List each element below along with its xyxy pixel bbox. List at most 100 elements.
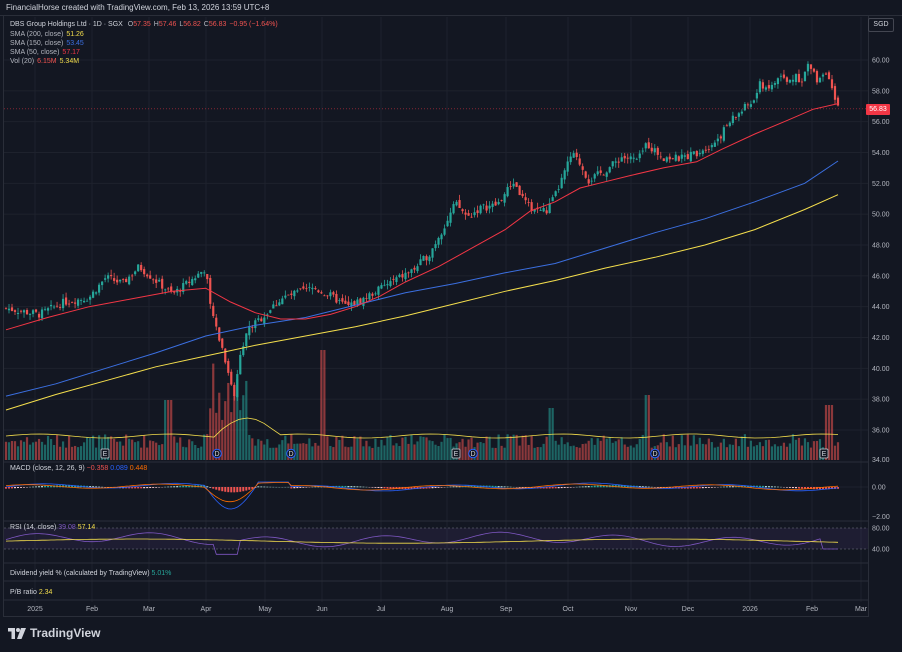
volume-bar xyxy=(503,447,506,460)
price-tick-label: 42.00 xyxy=(872,335,890,342)
volume-bar xyxy=(680,435,683,460)
pb-legend[interactable]: P/B ratio 2.34 xyxy=(10,589,52,596)
candle-body xyxy=(617,161,620,163)
time-tick-label: Sep xyxy=(500,606,513,613)
candle-body xyxy=(107,275,110,279)
legend-vol[interactable]: Vol (20) 6.15M 5.34M xyxy=(10,57,79,66)
legend-sma50[interactable]: SMA (50, close) 57.17 xyxy=(10,48,80,57)
volume-bar xyxy=(512,434,515,460)
volume-bar xyxy=(332,447,335,460)
volume-bar xyxy=(791,434,795,460)
macd-histogram-bar xyxy=(710,487,713,488)
candle-body xyxy=(73,302,77,304)
tradingview-logo[interactable]: TradingView xyxy=(8,626,100,640)
volume-bar xyxy=(7,442,11,460)
macd-histogram-bar xyxy=(158,487,161,488)
dividend-legend[interactable]: Dividend yield % (calculated by TradingV… xyxy=(10,570,171,577)
candle-body xyxy=(110,275,113,277)
candle-body xyxy=(353,301,356,306)
candle-body xyxy=(701,150,704,154)
macd-histogram-bar xyxy=(698,487,701,489)
candle-body xyxy=(530,202,533,211)
time-tick-label: 2025 xyxy=(27,606,43,613)
candle-body xyxy=(191,279,194,286)
volume-bar xyxy=(89,437,92,460)
volume-bar xyxy=(182,446,185,460)
volume-bar xyxy=(431,441,434,460)
candle-body xyxy=(698,153,701,155)
rsi-legend[interactable]: RSI (14, close) 39.08 57.14 xyxy=(10,524,95,531)
volume-bar xyxy=(632,447,635,460)
volume-bar xyxy=(446,438,449,460)
candle-body xyxy=(449,212,452,223)
macd-histogram-bar xyxy=(86,485,89,488)
volume-bar xyxy=(518,445,521,460)
volume-bar xyxy=(362,446,365,460)
candle-body xyxy=(248,326,251,336)
candle-body xyxy=(284,295,287,298)
candle-body xyxy=(197,273,200,278)
volume-bar xyxy=(671,435,674,460)
candle-body xyxy=(28,313,32,315)
candle-body xyxy=(467,213,470,216)
volume-bar xyxy=(812,441,816,460)
volume-bar xyxy=(227,382,230,460)
pb-legend-value: 2.34 xyxy=(38,589,53,596)
macd-histogram-bar xyxy=(758,485,761,488)
candle-body xyxy=(704,149,707,151)
currency-badge[interactable]: SGD xyxy=(868,18,894,32)
macd-histogram-bar xyxy=(218,487,221,491)
volume-bar xyxy=(13,441,17,460)
candle-body xyxy=(689,151,692,162)
macd-histogram-bar xyxy=(503,486,506,488)
candle-body xyxy=(185,281,188,284)
volume-bar xyxy=(149,440,152,460)
candle-body xyxy=(392,278,395,280)
macd-histogram-bar xyxy=(431,487,434,489)
volume-bar xyxy=(218,392,221,460)
candle-body xyxy=(653,148,656,153)
candle-body xyxy=(626,157,629,159)
macd-histogram-bar xyxy=(92,486,95,488)
macd-histogram-bar xyxy=(302,487,305,488)
volume-bar xyxy=(266,439,269,460)
legend-sma200[interactable]: SMA (200, close) 51.26 xyxy=(10,30,84,39)
candle-body xyxy=(782,74,786,78)
candle-body xyxy=(230,371,233,385)
legend-sma150[interactable]: SMA (150, close) 53.45 xyxy=(10,39,84,48)
macd-legend[interactable]: MACD (close, 12, 26, 9) −0.358 0.089 0.4… xyxy=(10,465,147,472)
candle-body xyxy=(293,290,296,297)
legend-sma200-label: SMA (200, close) xyxy=(10,31,64,38)
candle-body xyxy=(98,284,101,293)
candle-body xyxy=(101,281,104,286)
candle-body xyxy=(82,300,86,303)
volume-bar xyxy=(830,405,834,460)
macd-histogram-bar xyxy=(626,485,629,488)
macd-histogram-bar xyxy=(299,487,302,488)
volume-bar xyxy=(797,437,801,460)
candle-body xyxy=(95,292,98,294)
candle-body xyxy=(623,155,626,159)
volume-bar xyxy=(533,447,536,460)
macd-histogram-bar xyxy=(95,486,98,488)
volume-bar xyxy=(740,436,743,460)
macd-histogram-bar xyxy=(518,487,521,488)
candle-body xyxy=(587,179,590,184)
rsi-legend-v2: 57.14 xyxy=(77,524,96,531)
volume-bar xyxy=(104,434,107,460)
macd-histogram-bar xyxy=(20,487,23,488)
macd-histogram-bar xyxy=(353,486,356,488)
macd-histogram-bar xyxy=(326,486,329,488)
volume-bar xyxy=(413,444,416,460)
candle-body xyxy=(512,183,515,187)
candle-body xyxy=(260,318,263,322)
candle-body xyxy=(89,296,92,300)
volume-bar xyxy=(73,445,77,460)
volume-bar xyxy=(119,441,122,460)
candle-body xyxy=(58,307,62,308)
price-tick-label: 40.00 xyxy=(872,366,890,373)
candle-body xyxy=(314,288,317,290)
candle-body xyxy=(320,292,323,294)
volume-bar xyxy=(707,438,710,460)
